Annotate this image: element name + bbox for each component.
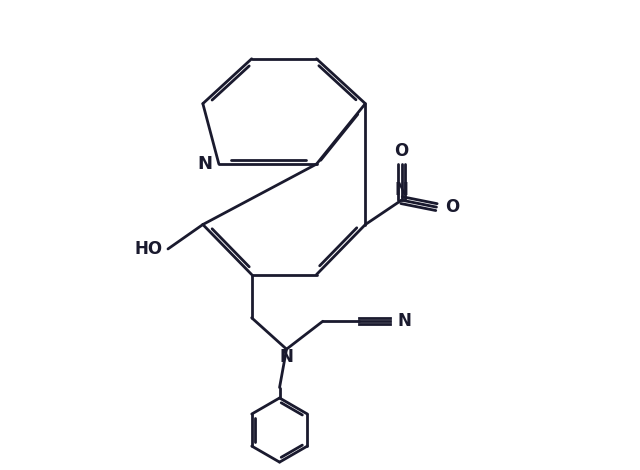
Text: O: O [394, 142, 409, 160]
Text: O: O [445, 198, 459, 216]
Text: N: N [197, 155, 212, 173]
Text: HO: HO [134, 240, 163, 258]
Text: N: N [280, 348, 294, 366]
Text: N: N [395, 181, 408, 199]
Text: N: N [397, 312, 412, 330]
